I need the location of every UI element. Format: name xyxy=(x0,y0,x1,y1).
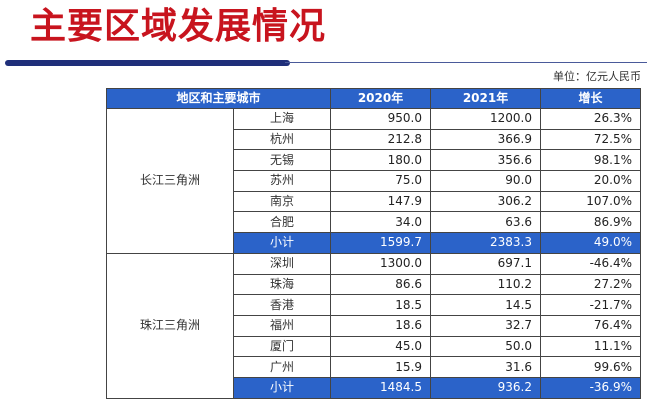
city-cell: 小计 xyxy=(232,232,332,254)
city-cell: 杭州 xyxy=(232,128,332,151)
value-2021-cell: 1200.0 xyxy=(430,108,542,130)
value-2021-cell: 14.5 xyxy=(430,294,542,316)
city-cell: 深圳 xyxy=(232,252,332,275)
city-cell: 无锡 xyxy=(232,149,332,172)
value-2020-cell: 1300.0 xyxy=(330,252,432,275)
header-2020: 2020年 xyxy=(330,88,432,109)
value-2020-cell: 15.9 xyxy=(330,356,432,378)
growth-cell: 27.2% xyxy=(540,273,642,296)
city-cell: 广州 xyxy=(232,356,332,378)
growth-cell: 49.0% xyxy=(540,232,642,254)
title-rule xyxy=(5,60,290,66)
city-cell: 上海 xyxy=(232,108,332,130)
value-2020-cell: 18.6 xyxy=(330,314,432,337)
header-growth: 增长 xyxy=(540,88,642,109)
region-table: 地区和主要城市 2020年 2021年 增长 长江三角洲 上海 950.0 1200.… xyxy=(105,88,642,399)
value-2020-cell: 75.0 xyxy=(330,170,432,192)
subtotal-row: 小计 1484.5 936.2 -36.9% xyxy=(107,376,642,399)
table-row: 香港 18.5 14.5 -21.7% xyxy=(107,294,642,316)
table-row: 合肥 34.0 63.6 86.9% xyxy=(107,211,642,234)
value-2020-cell: 86.6 xyxy=(330,273,432,296)
growth-cell: 86.9% xyxy=(540,211,642,234)
value-2021-cell: 356.6 xyxy=(430,149,542,172)
value-2020-cell: 147.9 xyxy=(330,190,432,213)
value-2021-cell: 2383.3 xyxy=(430,232,542,254)
table-row: 广州 15.9 31.6 99.6% xyxy=(107,356,642,378)
table-row: 苏州 75.0 90.0 20.0% xyxy=(107,170,642,192)
city-cell: 合肥 xyxy=(232,211,332,234)
growth-cell: 98.1% xyxy=(540,149,642,172)
growth-cell: 99.6% xyxy=(540,356,642,378)
value-2020-cell: 45.0 xyxy=(330,335,432,358)
value-2021-cell: 50.0 xyxy=(430,335,542,358)
value-2021-cell: 90.0 xyxy=(430,170,542,192)
value-2020-cell: 34.0 xyxy=(330,211,432,234)
growth-cell: 76.4% xyxy=(540,314,642,337)
city-cell: 南京 xyxy=(232,190,332,213)
value-2020-cell: 950.0 xyxy=(330,108,432,130)
value-2020-cell: 180.0 xyxy=(330,149,432,172)
value-2021-cell: 936.2 xyxy=(430,376,542,399)
growth-cell: 20.0% xyxy=(540,170,642,192)
value-2020-cell: 1484.5 xyxy=(330,376,432,399)
value-2021-cell: 32.7 xyxy=(430,314,542,337)
growth-cell: -36.9% xyxy=(540,376,642,399)
value-2021-cell: 697.1 xyxy=(430,252,542,275)
table-header: 地区和主要城市 2020年 2021年 增长 xyxy=(105,88,642,109)
value-2021-cell: 63.6 xyxy=(430,211,542,234)
city-cell: 福州 xyxy=(232,314,332,337)
region-cell: 珠江三角洲 xyxy=(106,252,234,399)
subtotal-row: 小计 1599.7 2383.3 49.0% xyxy=(107,232,642,254)
value-2021-cell: 31.6 xyxy=(430,356,542,378)
growth-cell: -21.7% xyxy=(540,294,642,316)
table-row: 南京 147.9 306.2 107.0% xyxy=(107,190,642,213)
growth-cell: 11.1% xyxy=(540,335,642,358)
growth-cell: 26.3% xyxy=(540,108,642,130)
table-row: 长江三角洲 上海 950.0 1200.0 26.3% xyxy=(106,108,642,254)
city-cell: 苏州 xyxy=(232,170,332,192)
title-rule-thin xyxy=(285,62,647,63)
value-2020-cell: 212.8 xyxy=(330,128,432,151)
value-2021-cell: 366.9 xyxy=(430,128,542,151)
growth-cell: 107.0% xyxy=(540,190,642,213)
city-cell: 珠海 xyxy=(232,273,332,296)
region-cell: 长江三角洲 xyxy=(106,108,234,254)
value-2020-cell: 18.5 xyxy=(330,294,432,316)
unit-label: 单位：亿元人民币 xyxy=(553,70,641,83)
growth-cell: -46.4% xyxy=(540,252,642,275)
growth-cell: 72.5% xyxy=(540,128,642,151)
table-row: 珠江三角洲 深圳 1300.0 697.1 -46.4% xyxy=(106,252,642,399)
value-2020-cell: 1599.7 xyxy=(330,232,432,254)
table-row: 厦门 45.0 50.0 11.1% xyxy=(107,335,642,358)
header-region: 地区和主要城市 xyxy=(105,88,332,109)
header-2021: 2021年 xyxy=(430,88,542,109)
city-cell: 香港 xyxy=(232,294,332,316)
value-2021-cell: 110.2 xyxy=(430,273,542,296)
city-cell: 小计 xyxy=(232,376,332,399)
value-2021-cell: 306.2 xyxy=(430,190,542,213)
page-title: 主要区域发展情况 xyxy=(30,6,327,47)
city-cell: 厦门 xyxy=(232,335,332,358)
